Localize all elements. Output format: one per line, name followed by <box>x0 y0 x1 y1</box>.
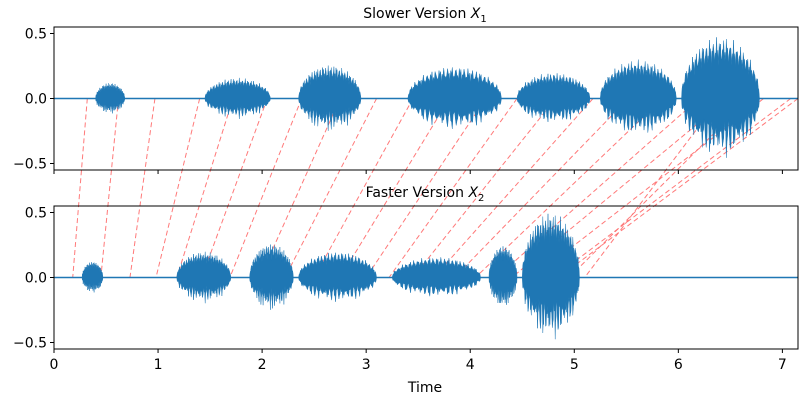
title-prefix: Faster Version <box>366 185 464 201</box>
chart-title-faster: Faster Version X2 <box>366 185 485 204</box>
alignment-line <box>176 98 234 278</box>
x-tick-label: 3 <box>362 357 371 373</box>
x-tick-label: 7 <box>778 357 787 373</box>
waveform-burst <box>298 252 377 302</box>
alignment-line <box>584 98 721 278</box>
x-axis-ticks-bottom: 0 1 2 3 4 5 6 7 <box>50 349 787 373</box>
waveform-burst <box>176 251 232 304</box>
waveform-burst <box>522 213 580 340</box>
alignment-line <box>553 98 792 278</box>
waveform-burst <box>95 83 126 114</box>
alignment-line <box>229 98 303 278</box>
alignment-line <box>495 98 700 278</box>
alignment-line <box>313 98 414 278</box>
x-axis-ticks-top <box>53 170 783 174</box>
alignment-line <box>454 98 629 278</box>
waveform-burst <box>391 257 481 297</box>
waveform-burst <box>204 77 271 120</box>
alignment-line <box>129 98 156 278</box>
x-tick-label: 6 <box>674 357 683 373</box>
alignment-line <box>72 98 88 278</box>
alignment-line <box>155 98 201 278</box>
y-tick-label: −0.5 <box>13 336 47 352</box>
waveform-burst <box>516 73 591 122</box>
alignment-line <box>558 98 799 278</box>
waveform-burst <box>298 65 362 131</box>
title-var: X <box>470 6 481 22</box>
y-axis-ticks-top: 0.5 0.0 −0.5 <box>13 27 54 173</box>
waveform-burst <box>488 246 518 305</box>
alignment-line <box>259 98 341 278</box>
alignment-line <box>388 98 518 278</box>
title-var: X <box>467 185 478 201</box>
title-prefix: Slower Version <box>363 6 466 22</box>
waveform-burst <box>81 262 104 293</box>
alignment-line <box>339 98 450 278</box>
waveform-burst <box>407 67 502 129</box>
title-sub: 2 <box>478 193 484 204</box>
alignment-line <box>412 98 556 278</box>
x-tick-label: 0 <box>50 357 59 373</box>
waveform-slower <box>54 37 798 158</box>
x-axis-label: Time <box>407 380 442 396</box>
alignment-line <box>100 98 120 278</box>
title-sub: 1 <box>480 14 486 25</box>
chart-title-slower: Slower Version X1 <box>363 6 487 25</box>
y-tick-label: 0.0 <box>25 271 47 287</box>
x-tick-label: 4 <box>466 357 475 373</box>
y-tick-label: 0.0 <box>25 92 47 108</box>
y-axis-ticks-bottom: 0.5 0.0 −0.5 <box>13 206 54 352</box>
alignment-line <box>365 98 487 278</box>
waveform-burst <box>600 59 677 133</box>
x-tick-label: 5 <box>570 357 579 373</box>
y-tick-label: 0.5 <box>25 206 47 222</box>
y-tick-label: 0.5 <box>25 27 47 43</box>
waveform-faster <box>54 213 798 340</box>
y-tick-label: −0.5 <box>13 157 47 173</box>
waveform-burst <box>681 37 760 158</box>
alignment-line <box>284 98 378 278</box>
waveform-burst <box>249 244 294 310</box>
x-tick-label: 1 <box>154 357 163 373</box>
alignment-line <box>201 98 268 278</box>
panel-slower-version: Slower Version X1 0.5 0.0 −0.5 <box>13 6 799 174</box>
x-tick-label: 2 <box>258 357 267 373</box>
